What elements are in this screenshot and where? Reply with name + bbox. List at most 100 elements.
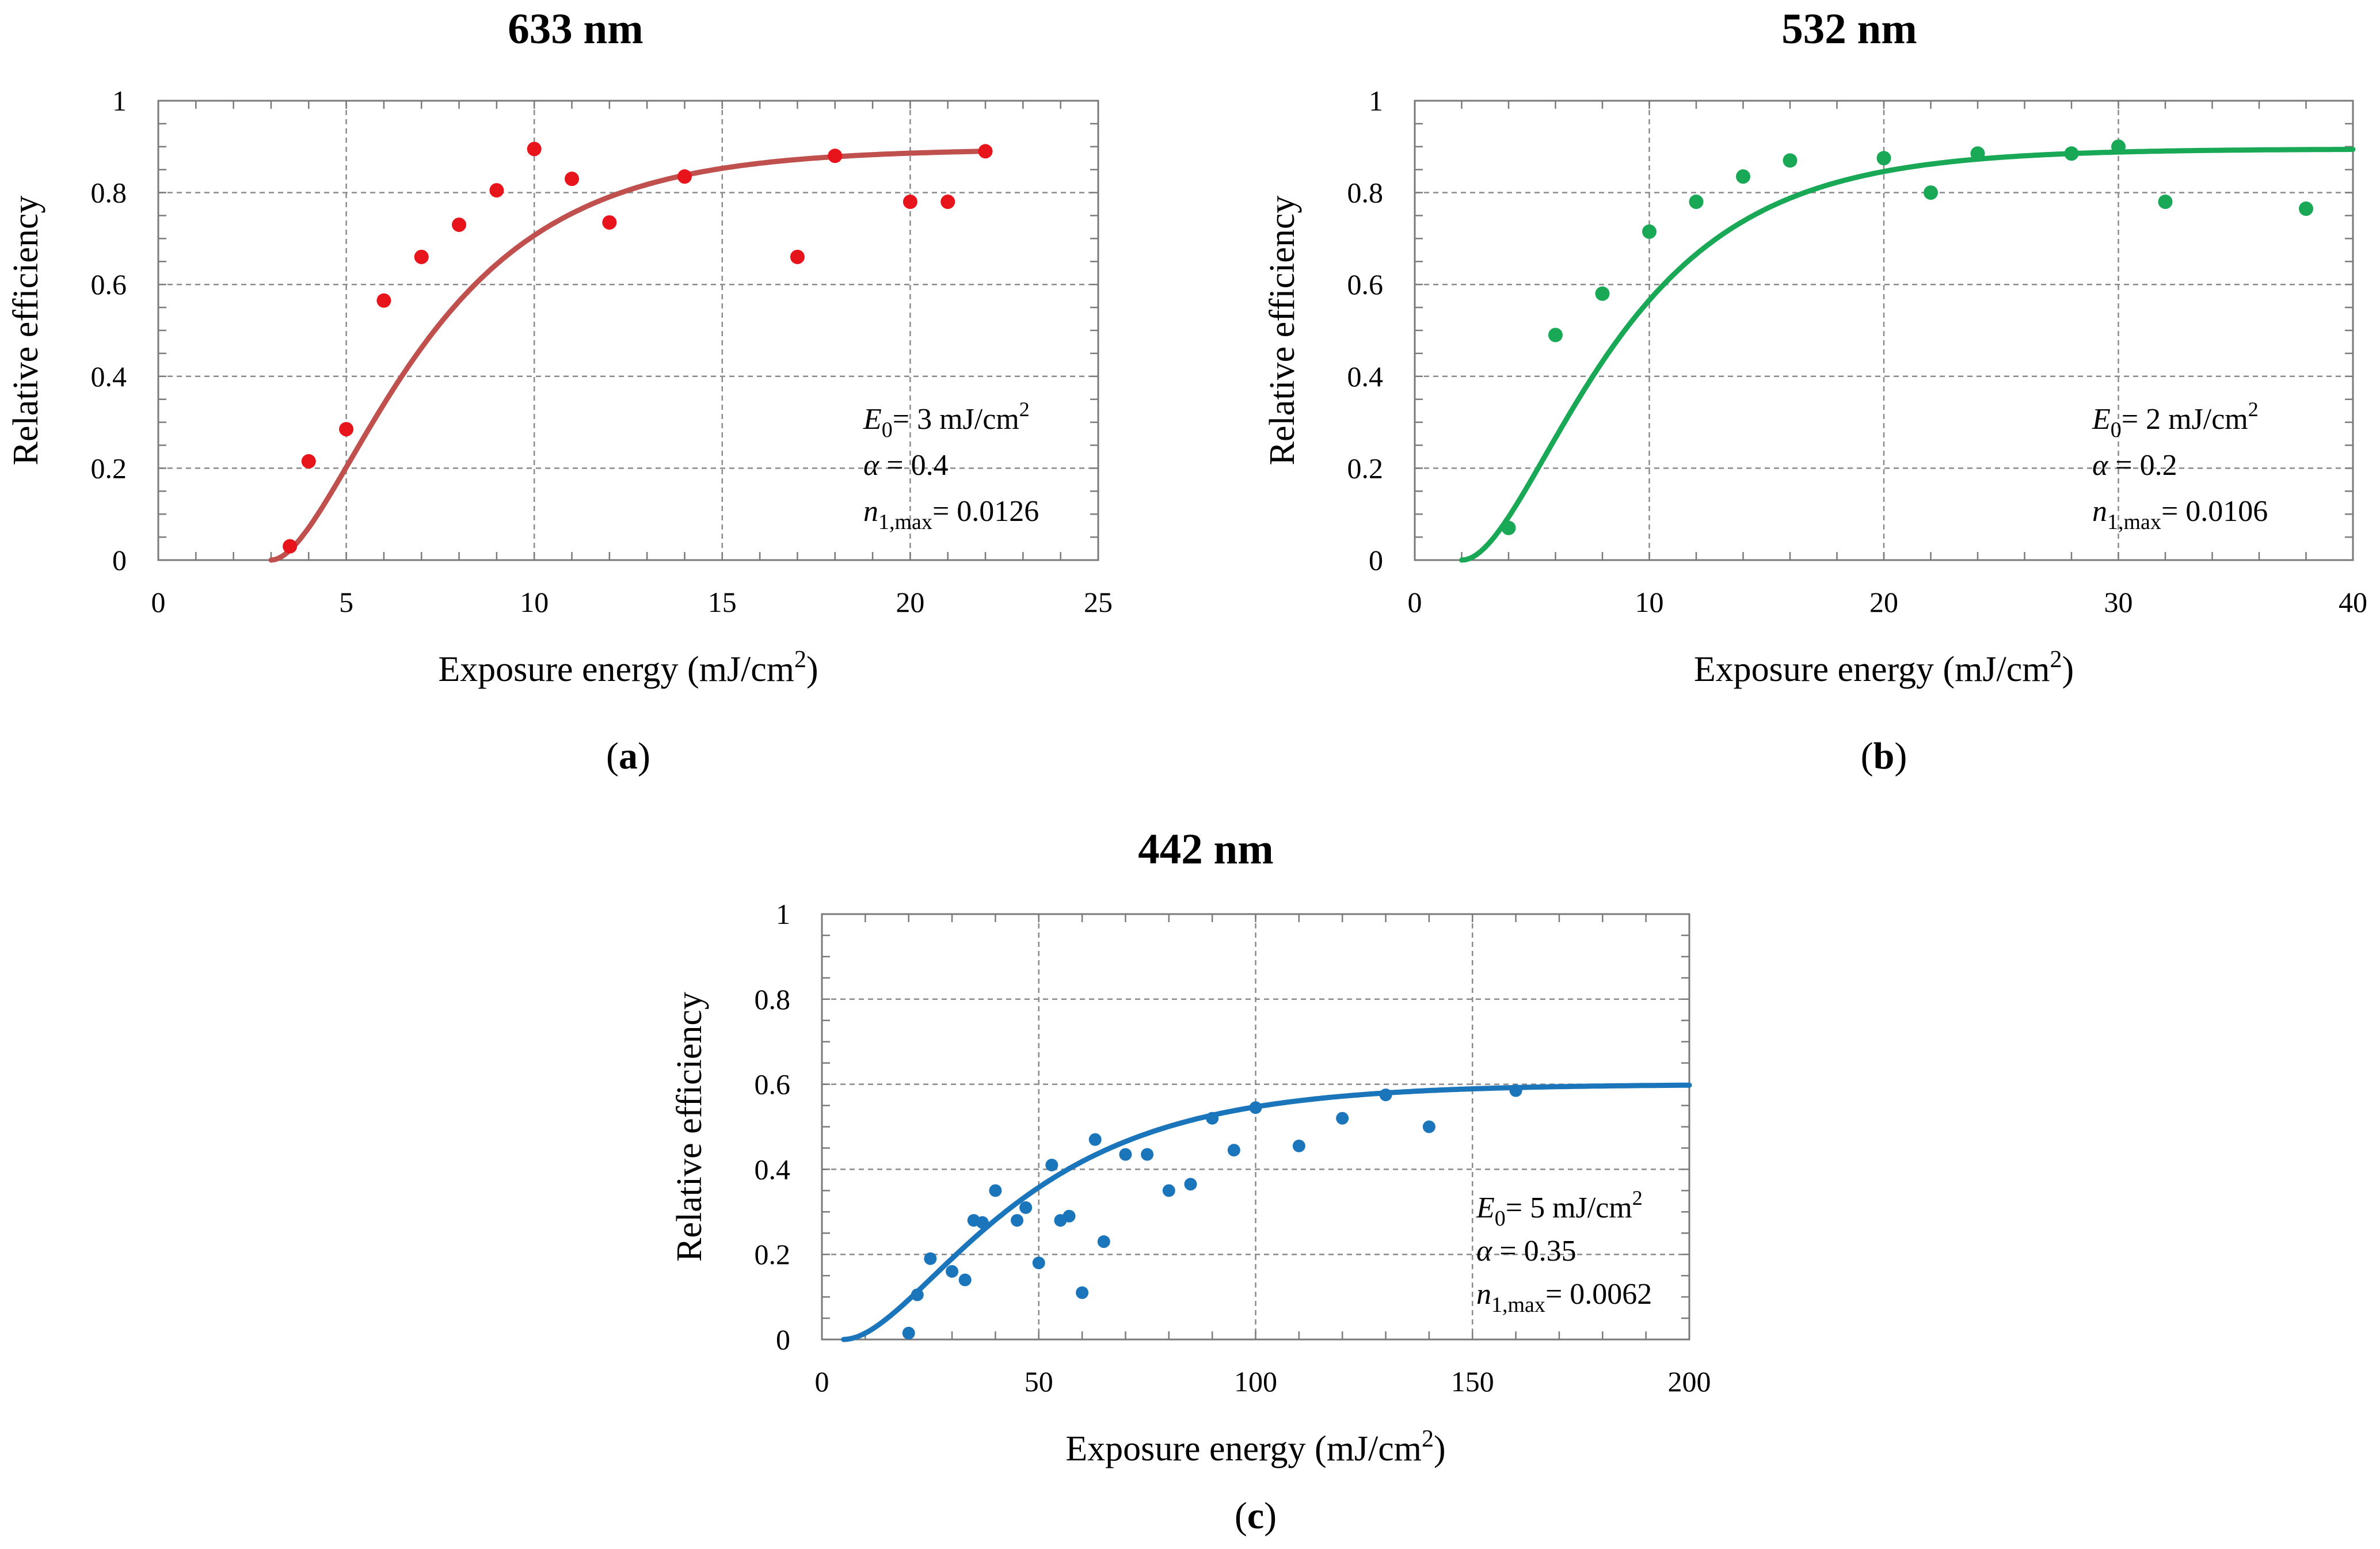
- x-tick-label: 0: [151, 586, 166, 618]
- annotation-nmax: n1,max= 0.0126: [863, 495, 1039, 534]
- panel-label-letter: a: [619, 735, 638, 777]
- annotation-nmax-var: n: [863, 495, 878, 528]
- y-tick-label: 0.6: [755, 1068, 791, 1101]
- data-point: [602, 215, 617, 230]
- x-tick-label: 40: [2339, 586, 2367, 618]
- plot-frame: [1414, 100, 2354, 561]
- annotation-e0-sup: 2: [1019, 398, 1030, 421]
- annotation-e0-sup: 2: [1632, 1186, 1643, 1209]
- data-point: [1227, 1144, 1240, 1157]
- data-point: [1206, 1112, 1219, 1125]
- data-point: [1184, 1178, 1197, 1191]
- panel-label: (a): [606, 735, 650, 777]
- x-tick-label: 10: [1635, 586, 1664, 618]
- data-point: [828, 149, 843, 163]
- annotation-nmax-value: = 0.0126: [932, 495, 1039, 528]
- data-point: [489, 183, 504, 198]
- data-point: [1736, 169, 1750, 184]
- y-tick-label: 0: [1369, 544, 1383, 576]
- annotation-e0: E0= 2 mJ/cm2: [2092, 398, 2259, 442]
- panel-label-close: ): [638, 735, 650, 777]
- data-point: [452, 217, 467, 232]
- data-point: [1097, 1235, 1110, 1249]
- annotation-alpha-value: = 0.4: [879, 449, 948, 482]
- x-tick-label: 20: [896, 586, 924, 618]
- data-point: [2299, 201, 2313, 216]
- panel-c-chart: 442 nm 0 50 100 150 200 0 0.2 0.4 0.6 0.8 1 Exposure…: [670, 825, 1711, 1537]
- panel-label-letter: b: [1873, 735, 1895, 777]
- y-tick-label: 0.2: [91, 452, 127, 484]
- data-point: [1970, 146, 1985, 161]
- annotation-e0-sub: 0: [2111, 418, 2122, 442]
- annotation-alpha-var: α: [1476, 1235, 1493, 1268]
- x-axis-label: Exposure energy (mJ/cm2): [1065, 1426, 1445, 1468]
- annotation-nmax-sub: 1,max: [878, 510, 932, 534]
- panel-label-close: ): [1894, 735, 1907, 777]
- x-axis-label-close: ): [1434, 1429, 1446, 1468]
- data-point: [790, 249, 805, 264]
- y-tick-label: 0.4: [1347, 360, 1384, 393]
- data-point: [1076, 1286, 1089, 1299]
- annotation-nmax-value: = 0.0062: [1545, 1278, 1652, 1311]
- data-point: [1548, 328, 1563, 342]
- annotation-nmax-sub: 1,max: [2107, 510, 2161, 534]
- data-point: [1379, 1089, 1392, 1102]
- y-tick-label: 0.6: [1347, 268, 1384, 300]
- fit-curve: [841, 1082, 1692, 1342]
- y-tick-label: 0.4: [91, 360, 127, 393]
- data-point: [414, 249, 429, 264]
- data-point: [946, 1265, 959, 1278]
- x-axis-label-close: ): [806, 650, 818, 689]
- fit-curve: [1459, 147, 2356, 563]
- annotation-e0-var: E: [1476, 1192, 1495, 1224]
- annotation-nmax: n1,max= 0.0062: [1476, 1278, 1652, 1317]
- y-tick-label: 0.8: [1347, 177, 1384, 209]
- data-point: [376, 293, 391, 308]
- annotation-nmax-sub: 1,max: [1491, 1293, 1545, 1317]
- annotation-e0-sub: 0: [1495, 1207, 1506, 1231]
- y-tick-label: 0.8: [91, 177, 127, 209]
- x-axis-label-superscript: 2: [1422, 1426, 1434, 1452]
- x-tick-label: 150: [1451, 1365, 1494, 1398]
- data-point: [283, 539, 298, 554]
- y-tick-label: 0.8: [755, 983, 791, 1015]
- data-point: [924, 1252, 937, 1265]
- data-point: [940, 195, 955, 210]
- annotation-alpha-value: = 0.2: [2108, 449, 2177, 482]
- y-tick-label: 1: [776, 898, 790, 930]
- data-point: [976, 1216, 989, 1229]
- data-point: [1162, 1184, 1175, 1197]
- y-tick-label: 0.2: [1347, 452, 1384, 484]
- annotation-alpha-var: α: [863, 449, 880, 482]
- data-point: [902, 1326, 915, 1339]
- data-point: [1141, 1148, 1154, 1161]
- data-point: [1501, 520, 1516, 535]
- x-axis-label-text: Exposure energy (mJ/cm: [438, 650, 794, 689]
- x-tick-label: 10: [520, 586, 549, 618]
- annotation-e0-value: = 2 mJ/cm: [2122, 403, 2248, 436]
- panel-label-open: (: [1235, 1495, 1247, 1537]
- y-axis-label: Relative efficiency: [6, 196, 45, 466]
- chart-title: 532 nm: [1781, 5, 1917, 53]
- x-axis-label-close: ): [2062, 650, 2074, 689]
- data-point: [1876, 151, 1891, 166]
- x-tick-label: 0: [815, 1365, 829, 1398]
- data-point: [1336, 1112, 1349, 1125]
- x-tick-label: 100: [1234, 1365, 1277, 1398]
- annotation-e0-value: = 5 mJ/cm: [1506, 1192, 1632, 1224]
- data-point: [2158, 195, 2173, 210]
- data-point: [958, 1273, 972, 1287]
- data-point: [1249, 1101, 1262, 1114]
- annotation-alpha: α = 0.4: [863, 449, 949, 482]
- x-tick-label: 5: [339, 586, 353, 618]
- panel-label-letter: c: [1247, 1495, 1264, 1537]
- data-point: [1088, 1133, 1102, 1146]
- panel-label-close: ): [1264, 1495, 1277, 1537]
- annotation-e0-var: E: [2092, 403, 2111, 436]
- y-tick-label: 0.2: [755, 1238, 791, 1270]
- data-point: [1783, 153, 1798, 168]
- data-point: [1509, 1084, 1522, 1097]
- y-tick-label: 0.4: [755, 1153, 791, 1185]
